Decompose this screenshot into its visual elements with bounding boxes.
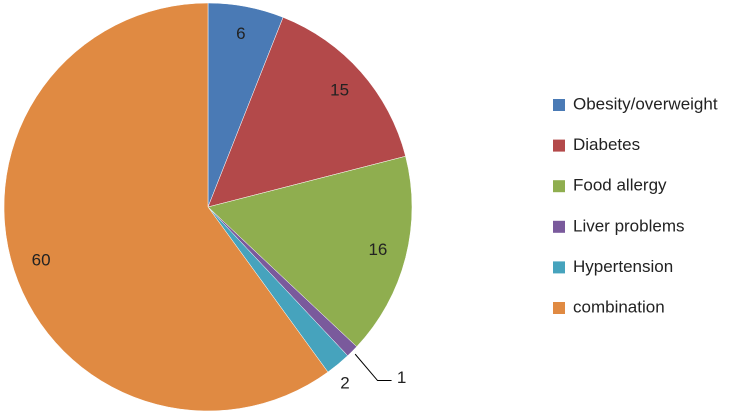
data-label: 15 <box>330 80 349 99</box>
data-label: 6 <box>236 24 245 43</box>
legend-label: Food allergy <box>573 176 667 195</box>
data-label: 16 <box>368 240 387 259</box>
legend-swatch <box>553 180 565 193</box>
legend-swatch <box>553 139 565 152</box>
legend-swatch <box>553 99 565 111</box>
legend-label: Hypertension <box>573 257 673 276</box>
legend-swatch <box>553 261 565 274</box>
legend-label: combination <box>573 297 665 316</box>
pie-slice <box>207 17 406 208</box>
data-label: 60 <box>32 251 51 270</box>
legend-swatch <box>553 302 565 314</box>
legend-label: Liver problems <box>573 216 685 235</box>
pie-slice <box>207 155 413 348</box>
pie-slice <box>3 2 329 412</box>
legend-label: Diabetes <box>573 135 640 154</box>
legend-label: Obesity/overweight <box>573 94 718 113</box>
leader-line <box>354 353 392 382</box>
data-label: 2 <box>340 373 349 392</box>
data-label: 1 <box>397 368 406 387</box>
legend-swatch <box>553 220 565 233</box>
